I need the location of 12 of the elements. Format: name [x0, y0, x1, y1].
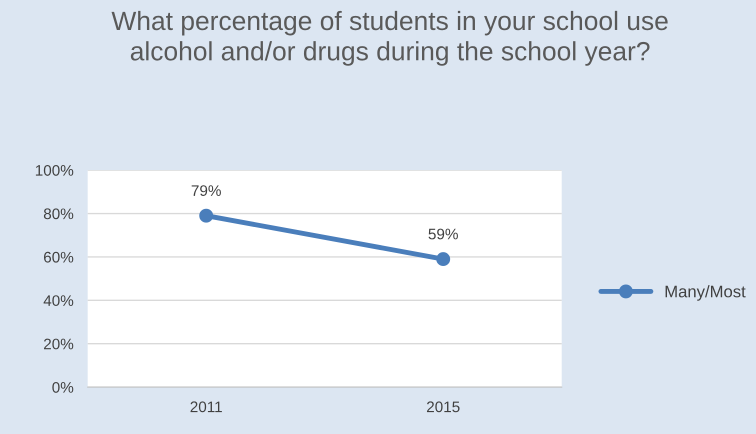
y-tick-label: 60% [44, 252, 74, 263]
x-tick-label: 2015 [426, 401, 460, 412]
y-tick-label: 40% [44, 295, 74, 306]
y-tick-label: 20% [44, 338, 74, 350]
x-tick-label: 2011 [190, 401, 222, 412]
y-tick-label: 80% [44, 208, 74, 220]
data-label: 59% [428, 228, 458, 240]
legend-label: Many/Most [666, 285, 746, 301]
y-tick-label: 0% [52, 382, 74, 393]
chart-title: What percentage of students in your school use alcohol and/or drugs during the school year? [112, 10, 668, 66]
y-tick-label: 100% [36, 164, 74, 176]
data-label: 79% [192, 185, 221, 196]
